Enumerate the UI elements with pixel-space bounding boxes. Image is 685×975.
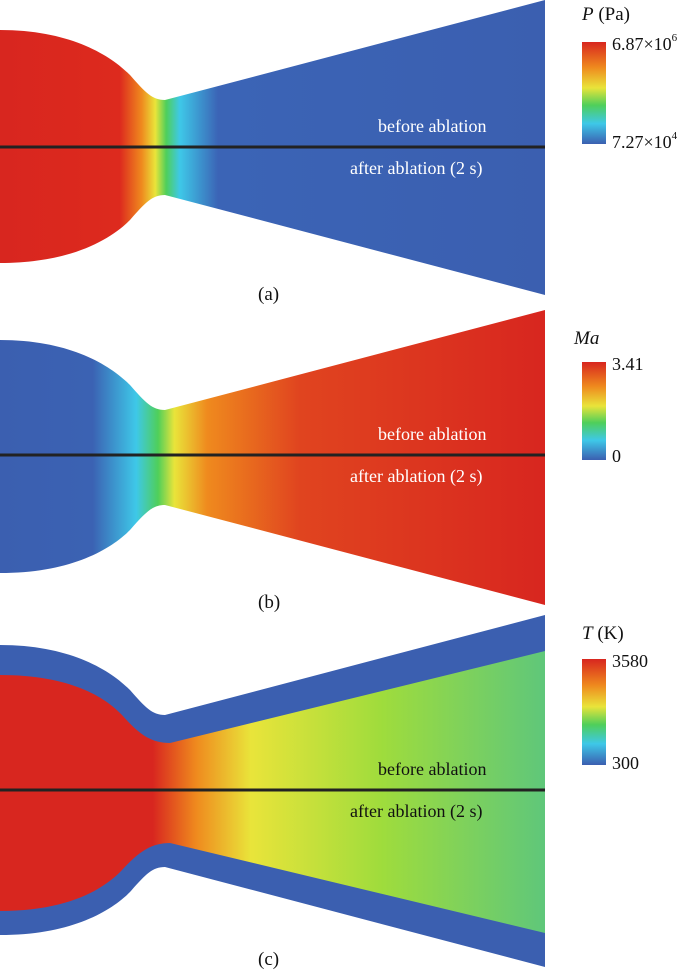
legend-min-value: 300: [612, 753, 639, 773]
legend-min-value: 0: [612, 446, 621, 466]
colorbar: [582, 659, 606, 765]
colorbar: [582, 42, 606, 144]
panel-caption: (a): [258, 284, 280, 305]
temperature-nozzle-shape: [0, 651, 545, 933]
legend-unit: (Pa): [593, 4, 631, 25]
legend-title: P (Pa): [582, 4, 630, 26]
after-ablation-label: after ablation (2 s): [350, 801, 483, 821]
legend-title: T (K): [582, 623, 624, 645]
mach-contour-field: [0, 310, 545, 605]
after-ablation-label: after ablation (2 s): [350, 466, 483, 486]
legend-symbol: P: [582, 4, 594, 25]
temperature-colorbar-legend: T (K) 3580 300: [582, 623, 685, 773]
legend-min-value: 7.27×104: [612, 130, 678, 152]
legend-unit: (K): [592, 623, 624, 644]
pressure-contour-field: [0, 0, 545, 295]
legend-symbol: Ma: [574, 328, 600, 349]
legend-max-value: 3.41: [612, 354, 644, 374]
before-ablation-label: before ablation: [378, 759, 487, 779]
colorbar: [582, 362, 606, 460]
panel-mach: before ablation after ablation (2 s) (b)…: [0, 310, 685, 620]
mach-nozzle-shape: [0, 310, 545, 605]
after-ablation-label: after ablation (2 s): [350, 158, 483, 178]
panel-caption: (b): [258, 592, 281, 613]
pressure-colorbar-legend: P (Pa) 6.87×106 7.27×104: [582, 4, 685, 152]
legend-title: Ma: [574, 328, 599, 350]
panel-caption: (c): [258, 949, 280, 970]
panel-pressure: before ablation after ablation (2 s) (a)…: [0, 0, 685, 310]
legend-max-value: 6.87×106: [612, 32, 678, 54]
panel-temperature: before ablation after ablation (2 s) (c)…: [0, 615, 685, 975]
before-ablation-label: before ablation: [378, 116, 487, 136]
mach-colorbar-legend: Ma 3.41 0: [574, 328, 685, 466]
before-ablation-label: before ablation: [378, 424, 487, 444]
legend-max-value: 3580: [612, 651, 648, 671]
temperature-contour-field: [0, 615, 545, 967]
legend-symbol: T: [582, 623, 593, 644]
